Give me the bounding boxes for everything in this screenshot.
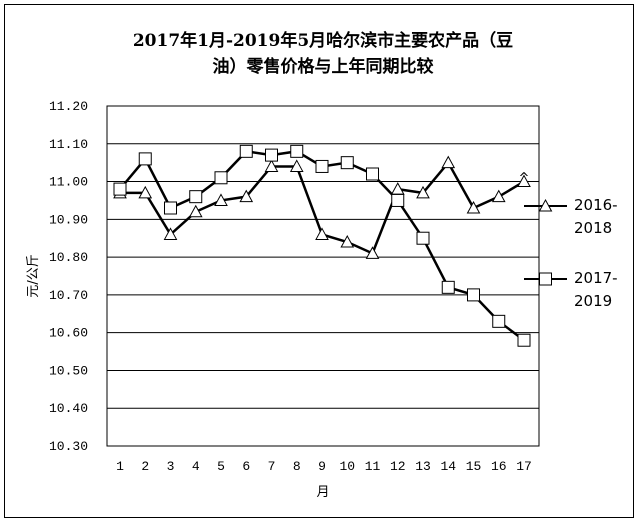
x-tick-label: 10: [339, 459, 355, 474]
series-2-point: [441, 280, 455, 294]
x-tick-label: 7: [268, 459, 276, 474]
series-2-point: [340, 156, 354, 170]
series-2-point: [517, 333, 531, 347]
x-tick-label: 5: [217, 459, 225, 474]
series-2-point: [290, 144, 304, 158]
series-1-point: [138, 185, 153, 199]
y-tick-labels: 10.30 10.40 10.50 10.60 10.70 10.80 10.90 11.00…: [49, 99, 88, 454]
x-tick-label: 1: [116, 459, 124, 474]
series-1-point: [214, 193, 228, 206]
series-1-point: [491, 189, 506, 203]
y-tick-label: 10.60: [49, 326, 88, 341]
series-line-2: [119, 150, 525, 342]
series-2-point: [391, 193, 405, 207]
y-tick-label: 11.10: [49, 137, 88, 152]
legend-marker-series-2: [539, 272, 552, 286]
legend: 2016- 2018 2017- 2019: [524, 196, 618, 310]
y-tick-label: 11.00: [49, 175, 88, 190]
series-1-point: [340, 234, 355, 248]
y-tick-label: 10.90: [49, 212, 88, 227]
chart-frame: [4, 4, 634, 518]
x-tick-label: 14: [440, 459, 456, 474]
x-tick-label: 11: [365, 459, 381, 474]
y-tick-label: 10.50: [49, 363, 88, 378]
series-2-point: [315, 159, 329, 173]
annotation-caret: ^: [519, 171, 530, 186]
x-tick-label: 8: [293, 459, 301, 474]
series-1-point: [441, 155, 456, 169]
y-tick-label: 10.70: [49, 288, 88, 303]
legend-marker-series-1: [538, 198, 553, 212]
series-2-point: [416, 231, 430, 245]
gridlines: [107, 143, 539, 409]
series-1-point: [517, 174, 531, 188]
y-tick-label: 11.20: [49, 99, 88, 114]
series-1-point: [315, 227, 329, 240]
x-tick-labels: 1 2 3 4 5 6 7 8 9 10 11 12 13 14 15 16 17: [116, 459, 532, 474]
y-axis-label: 元/公斤: [26, 254, 41, 297]
series-2-point: [467, 288, 480, 302]
series-1-point: [289, 159, 304, 172]
legend-label-series-2-line-2: 2019: [574, 292, 612, 310]
series-1-point: [264, 159, 279, 172]
series-2-point: [138, 152, 152, 166]
legend-label-series-1-line-2: 2018: [574, 219, 612, 237]
series-2-point: [366, 167, 379, 181]
x-tick-label: 6: [242, 459, 250, 474]
chart-title-line-2: 油）零售价格与上年同期比较: [213, 56, 434, 77]
series-1-point: [239, 189, 254, 203]
series-1-point: [188, 204, 203, 218]
x-tick-label: 4: [192, 459, 200, 474]
legend-label-series-1-line-1: 2016-: [574, 196, 618, 214]
series-2-point: [239, 144, 253, 158]
series-2-point: [265, 148, 278, 162]
x-tick-label: 2: [141, 459, 149, 474]
y-tick-label: 10.40: [49, 401, 88, 416]
series-1-point: [365, 246, 380, 259]
series-layer: [113, 144, 531, 347]
series-2-point: [214, 171, 228, 185]
chart-title-line-1: 2017年1月-2019年5月哈尔滨市主要农产品（豆: [133, 30, 513, 51]
series-2-point: [113, 182, 127, 196]
x-axis-label: 月: [316, 485, 329, 500]
x-tick-label: 15: [466, 459, 482, 474]
x-tick-label: 12: [390, 459, 406, 474]
series-2-point: [189, 190, 203, 204]
x-tick-label: 9: [318, 459, 326, 474]
series-1-point: [466, 200, 481, 214]
y-tick-label: 10.30: [49, 439, 88, 454]
series-2-point: [164, 201, 177, 215]
x-tick-label: 17: [516, 459, 532, 474]
series-1-point: [163, 227, 178, 240]
series-2-point: [492, 314, 506, 328]
plot-area: [106, 105, 540, 447]
x-tick-label: 16: [491, 459, 507, 474]
series-1-point: [416, 185, 430, 199]
x-tick-label: 13: [415, 459, 431, 474]
legend-label-series-2-line-1: 2017-: [574, 269, 618, 287]
x-tick-label: 3: [167, 459, 175, 474]
y-tick-label: 10.80: [49, 250, 88, 265]
